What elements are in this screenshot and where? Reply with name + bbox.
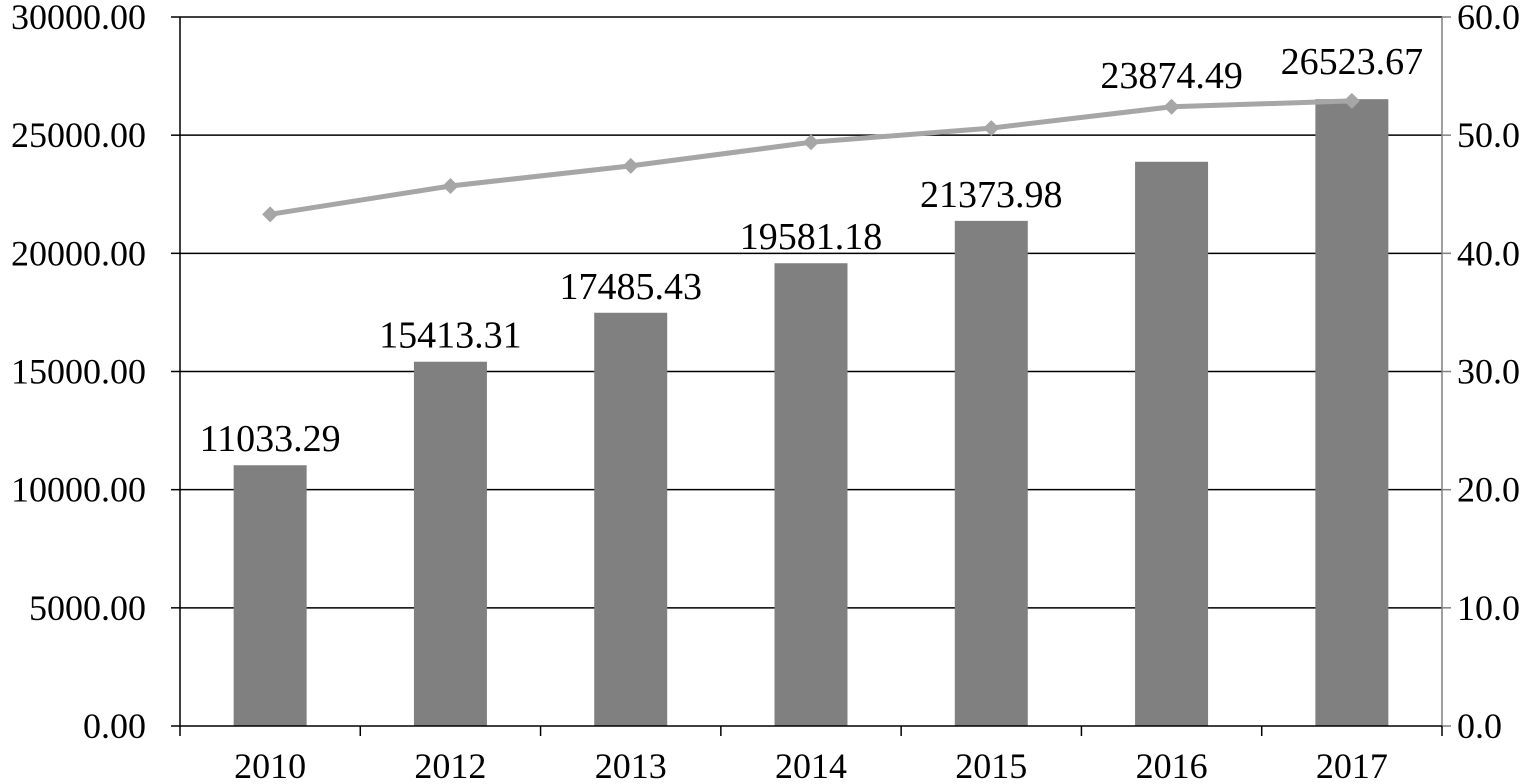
line-marker — [803, 134, 819, 151]
line-marker — [983, 120, 1000, 137]
line-marker — [1343, 92, 1360, 109]
bar-data-label: 15413.31 — [379, 315, 522, 357]
bar-data-label: 23874.49 — [1100, 55, 1243, 97]
data-labels: 11033.29 15413.31 17485.43 19581.18 21373.98… — [200, 41, 1424, 460]
bar — [594, 312, 668, 726]
y-left-tick-label: 20000.00 — [11, 233, 146, 273]
line-marker — [622, 157, 639, 174]
bar-data-label: 26523.67 — [1281, 41, 1424, 83]
x-tick-label: 2012 — [414, 746, 486, 784]
y-right-tick-label: 40.0 — [1457, 233, 1520, 273]
x-tick-label: 2016 — [1136, 746, 1208, 784]
line-marker — [262, 206, 279, 223]
x-tick-label: 2010 — [234, 746, 306, 784]
line-marker — [1163, 98, 1180, 115]
y-right-tick-label: 0.0 — [1457, 706, 1502, 746]
x-tick-label: 2013 — [595, 746, 667, 784]
bar-data-label: 19581.18 — [740, 216, 883, 258]
x-tick-label: 2017 — [1316, 746, 1388, 784]
x-tick-label: 2015 — [955, 746, 1027, 784]
y-right-tick-label: 50.0 — [1457, 115, 1520, 155]
bar — [1315, 99, 1389, 726]
y-left-tick-label: 10000.00 — [11, 470, 146, 510]
bar-data-label: 17485.43 — [559, 266, 702, 308]
y-right-tick-label: 60.0 — [1457, 0, 1520, 37]
bar-data-label: 21373.98 — [920, 174, 1063, 216]
bar — [1135, 161, 1209, 726]
bar — [233, 465, 307, 726]
bar — [774, 263, 848, 726]
y-right-tick-label: 20.0 — [1457, 470, 1520, 510]
axes — [171, 16, 1451, 736]
bar-series — [233, 99, 1389, 726]
y-left-tick-label: 25000.00 — [11, 115, 146, 155]
y-right-tick-label: 30.0 — [1457, 352, 1520, 392]
bar — [413, 361, 487, 726]
bar — [954, 220, 1028, 726]
tick-labels: 0.00 5000.00 10000.00 15000.00 20000.00 25000… — [11, 0, 1520, 784]
y-left-tick-label: 5000.00 — [29, 588, 146, 628]
x-tick-label: 2014 — [775, 746, 847, 784]
line-series — [262, 92, 1360, 223]
y-right-tick-label: 10.0 — [1457, 588, 1520, 628]
y-left-tick-label: 15000.00 — [11, 352, 146, 392]
y-left-tick-label: 0.00 — [83, 706, 146, 746]
y-left-tick-label: 30000.00 — [11, 0, 146, 37]
bar-data-label: 11033.29 — [200, 418, 341, 460]
line-marker — [442, 177, 459, 194]
